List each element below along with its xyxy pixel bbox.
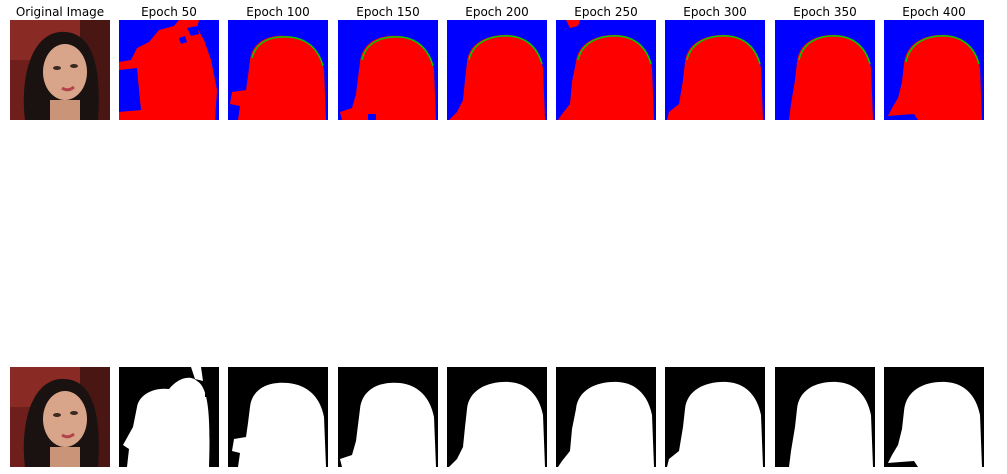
mask-epoch-100 bbox=[228, 367, 328, 467]
original-image-top bbox=[10, 20, 110, 120]
mask-epoch-50 bbox=[119, 367, 219, 467]
mask-epoch-350 bbox=[775, 367, 875, 467]
title-epoch-100: Epoch 100 bbox=[246, 5, 310, 19]
segmentation-epoch-400 bbox=[884, 20, 984, 120]
portrait-image bbox=[10, 367, 110, 467]
segmentation-epoch-250 bbox=[556, 20, 656, 120]
title-epoch-200: Epoch 200 bbox=[465, 5, 529, 19]
title-original-image: Original Image bbox=[15, 5, 105, 19]
portrait-image bbox=[10, 20, 110, 120]
mask-epoch-200 bbox=[447, 367, 547, 467]
mask-epoch-150 bbox=[338, 367, 438, 467]
title-epoch-350: Epoch 350 bbox=[793, 5, 857, 19]
segmentation-epoch-100 bbox=[228, 20, 328, 120]
title-epoch-50: Epoch 50 bbox=[141, 5, 197, 19]
title-epoch-400: Epoch 400 bbox=[902, 5, 966, 19]
title-epoch-250: Epoch 250 bbox=[574, 5, 638, 19]
segmentation-epoch-350 bbox=[775, 20, 875, 120]
original-image-bottom bbox=[10, 367, 110, 467]
mask-epoch-400 bbox=[884, 367, 984, 467]
mask-epoch-250 bbox=[556, 367, 656, 467]
mask-epoch-300 bbox=[665, 367, 765, 467]
title-epoch-150: Epoch 150 bbox=[356, 5, 420, 19]
segmentation-epoch-300 bbox=[665, 20, 765, 120]
title-epoch-300: Epoch 300 bbox=[683, 5, 747, 19]
segmentation-epoch-200 bbox=[447, 20, 547, 120]
segmentation-epoch-150 bbox=[338, 20, 438, 120]
segmentation-epoch-50 bbox=[119, 20, 219, 120]
